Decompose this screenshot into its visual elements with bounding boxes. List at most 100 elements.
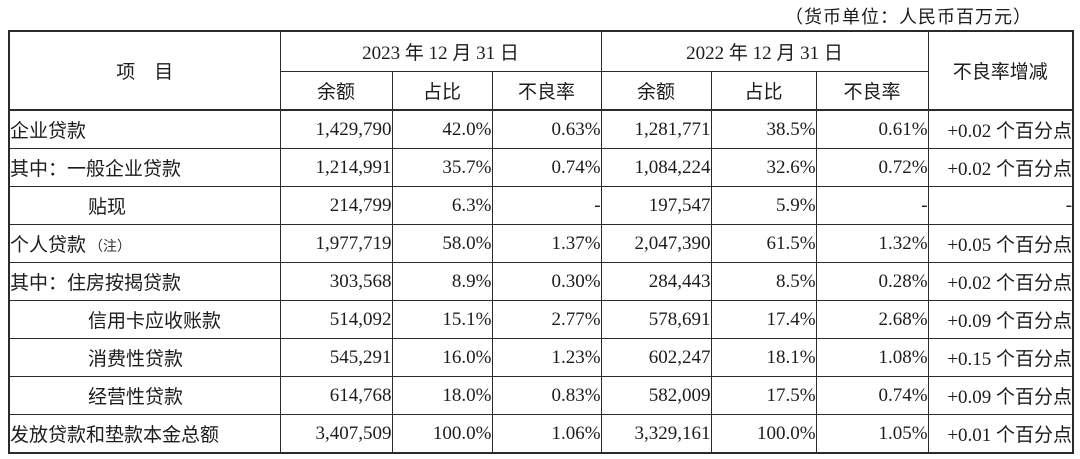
- value-cell: 602,247: [600, 338, 712, 377]
- value-cell: 0.30%: [491, 262, 602, 301]
- value-cell: 582,009: [600, 376, 712, 415]
- value-cell: 303,568: [279, 262, 393, 301]
- value-cell: 18.1%: [710, 338, 817, 377]
- npl-change-cell: +0.02 个百分点: [927, 148, 1074, 187]
- value-cell: 0.63%: [491, 109, 602, 149]
- value-cell: 58.0%: [391, 224, 493, 263]
- value-cell: 2,047,390: [600, 224, 712, 263]
- value-cell: 2.77%: [491, 300, 602, 339]
- npl-change-cell: -: [927, 186, 1074, 225]
- npl-change-cell: +0.02 个百分点: [927, 262, 1074, 301]
- value-cell: 1.37%: [491, 224, 602, 263]
- row-label: 经营性贷款: [8, 376, 281, 415]
- value-cell: 0.72%: [815, 148, 929, 187]
- row-label: 贴现: [8, 186, 281, 225]
- npl-change-cell: +0.05 个百分点: [927, 224, 1074, 263]
- header-group-row: 项 目 2023 年 12 月 31 日 2022 年 12 月 31 日 不良…: [8, 30, 1074, 111]
- npl-change-cell: +0.09 个百分点: [927, 376, 1074, 415]
- value-cell: 545,291: [279, 338, 393, 377]
- row-label-text: 发放贷款和垫款本金总额: [10, 425, 220, 446]
- value-cell: 8.9%: [391, 262, 493, 301]
- npl-change-cell: +0.09 个百分点: [927, 300, 1074, 339]
- table-row: 企业贷款 1,429,790 42.0% 0.63% 1,281,771 38.5% 0.6…: [8, 109, 1074, 149]
- value-cell: 2.68%: [815, 300, 929, 339]
- value-cell: 284,443: [600, 262, 712, 301]
- value-cell: 1.08%: [815, 338, 929, 377]
- value-cell: 1.06%: [491, 414, 602, 454]
- row-label: 发放贷款和垫款本金总额: [8, 414, 281, 454]
- value-cell: 100.0%: [391, 414, 493, 454]
- value-cell: 1,084,224: [600, 148, 712, 187]
- value-cell: 1,281,771: [600, 109, 712, 149]
- value-cell: 0.83%: [491, 376, 602, 415]
- value-cell: 61.5%: [710, 224, 817, 263]
- value-cell: 614,768: [279, 376, 393, 415]
- value-cell: 42.0%: [391, 109, 493, 149]
- value-cell: 0.74%: [491, 148, 602, 187]
- npl-change-header: 不良率增减: [927, 30, 1074, 111]
- date-2023-header: 2023 年 12 月 31 日: [279, 30, 602, 72]
- row-label: 个人贷款 （注）: [8, 224, 281, 263]
- balance-2022-header: 余额: [600, 71, 712, 111]
- value-cell: 214,799: [279, 186, 393, 225]
- row-label-note: （注）: [89, 240, 132, 255]
- value-cell: 32.6%: [710, 148, 817, 187]
- table-row: 贴现 214,799 6.3% -197,547 5.9% - -: [8, 186, 1074, 225]
- value-cell: 38.5%: [710, 109, 817, 149]
- row-label-text: 企业贷款: [10, 121, 87, 142]
- value-cell: 16.0%: [391, 338, 493, 377]
- balance-2023-header: 余额: [279, 71, 393, 111]
- table-row: 其中：一般企业贷款 1,214,991 35.7% 0.74% 1,084,224 32.…: [8, 148, 1074, 187]
- value-cell: 15.1%: [391, 300, 493, 339]
- row-label-text: 贴现: [88, 197, 127, 218]
- row-label: 其中：一般企业贷款: [8, 148, 281, 187]
- value-cell: 18.0%: [391, 376, 493, 415]
- value-cell: 1,214,991: [279, 148, 393, 187]
- value-cell: -: [491, 186, 602, 225]
- loan-quality-table: 项 目 2023 年 12 月 31 日 2022 年 12 月 31 日 不良…: [8, 30, 1075, 454]
- row-label-text: 个人贷款: [10, 235, 87, 256]
- table-row: 发放贷款和垫款本金总额 3,407,509 100.0% 1.06% 3,329,161…: [8, 414, 1074, 454]
- npl-2023-header: 不良率: [491, 71, 602, 111]
- table-body: 企业贷款 1,429,790 42.0% 0.63% 1,281,771 38.5% 0.6…: [8, 109, 1074, 454]
- table-row: 其中：住房按揭贷款 303,568 8.9% 0.30% 284,443 8.5% 0.28…: [8, 262, 1074, 301]
- value-cell: 514,092: [279, 300, 393, 339]
- value-cell: 1.23%: [491, 338, 602, 377]
- row-label-text: 经营性贷款: [88, 387, 184, 408]
- row-label-text: 信用卡应收账款: [88, 311, 222, 332]
- row-label-text: 其中：住房按揭贷款: [10, 273, 182, 294]
- value-cell: 3,407,509: [279, 414, 393, 454]
- value-cell: 0.61%: [815, 109, 929, 149]
- table-header: 项 目 2023 年 12 月 31 日 2022 年 12 月 31 日 不良…: [8, 30, 1074, 111]
- value-cell: 35.7%: [391, 148, 493, 187]
- header-sub-row: 余额 占比 不良率 余额 占比 不良率: [9, 71, 1073, 111]
- npl-change-cell: +0.01 个百分点: [927, 414, 1074, 454]
- value-cell: 1.32%: [815, 224, 929, 263]
- value-cell: 5.9%: [710, 186, 817, 225]
- value-cell: 1,977,719: [279, 224, 393, 263]
- value-cell: 578,691: [600, 300, 712, 339]
- value-cell: 3,329,161: [600, 414, 712, 454]
- value-cell: 197,547: [600, 186, 712, 225]
- value-cell: 17.5%: [710, 376, 817, 415]
- npl-change-cell: +0.15 个百分点: [927, 338, 1074, 377]
- table-row: 信用卡应收账款 514,092 15.1% 2.77% 578,691 17.4% 2.68…: [8, 300, 1074, 339]
- share-2022-header: 占比: [710, 71, 817, 111]
- npl-2022-header: 不良率: [815, 71, 929, 111]
- value-cell: 17.4%: [710, 300, 817, 339]
- item-column-header: 项 目: [8, 30, 281, 111]
- npl-change-cell: +0.02 个百分点: [927, 109, 1074, 149]
- date-2022-header: 2022 年 12 月 31 日: [600, 30, 929, 72]
- row-label: 企业贷款: [8, 109, 281, 149]
- value-cell: 8.5%: [710, 262, 817, 301]
- value-cell: 0.74%: [815, 376, 929, 415]
- table-row: 个人贷款 （注） 1,977,719 58.0% 1.37% 2,047,390 61.5%…: [8, 224, 1074, 263]
- share-2023-header: 占比: [391, 71, 493, 111]
- row-label: 消费性贷款: [8, 338, 281, 377]
- row-label-text: 其中：一般企业贷款: [10, 159, 182, 180]
- row-label: 信用卡应收账款: [8, 300, 281, 339]
- value-cell: -: [815, 186, 929, 225]
- currency-unit-caption: （货币单位：人民币百万元）: [785, 7, 1032, 27]
- value-cell: 1.05%: [815, 414, 929, 454]
- value-cell: 1,429,790: [279, 109, 393, 149]
